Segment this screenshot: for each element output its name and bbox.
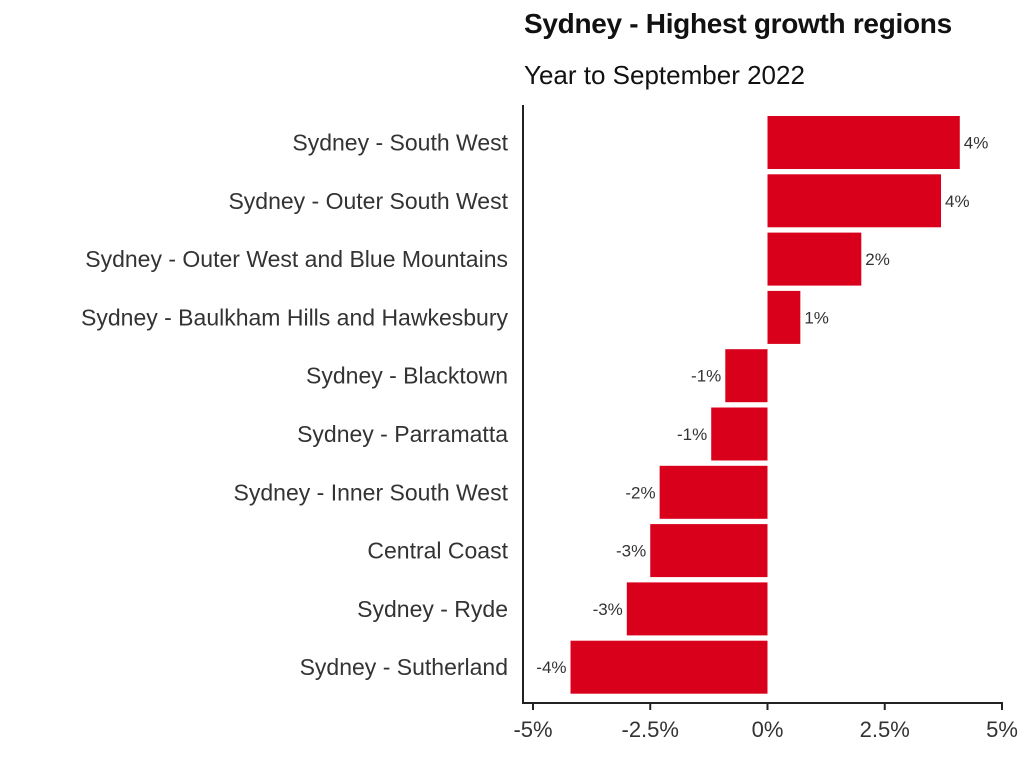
data-label: 4% — [964, 134, 989, 153]
category-label: Sydney - Parramatta — [297, 421, 508, 447]
data-label: -3% — [593, 600, 623, 619]
bar — [711, 407, 768, 461]
x-tick-label: -5% — [513, 717, 552, 742]
bar — [767, 174, 942, 228]
chart-subtitle: Year to September 2022 — [524, 60, 805, 90]
data-label: -1% — [691, 367, 721, 386]
bar — [626, 582, 768, 636]
data-label: 4% — [945, 192, 970, 211]
chart-title: Sydney - Highest growth regions — [524, 8, 952, 39]
bar — [767, 232, 862, 286]
data-label: -2% — [625, 483, 655, 502]
data-label: 2% — [865, 250, 890, 269]
category-label: Sydney - Baulkham Hills and Hawkesbury — [81, 304, 508, 330]
x-tick-label: 0% — [752, 717, 784, 742]
x-tick-label: 2.5% — [860, 717, 910, 742]
bar — [767, 116, 960, 169]
data-label: 1% — [804, 308, 829, 327]
bar — [767, 290, 801, 344]
category-label: Sydney - Inner South West — [234, 479, 509, 505]
category-label: Sydney - Outer West and Blue Mountains — [85, 246, 508, 272]
category-label: Sydney - Outer South West — [228, 188, 508, 214]
bar — [725, 349, 768, 403]
bar — [659, 465, 768, 519]
category-label: Sydney - Ryde — [357, 596, 508, 622]
labels-layer: Sydney - South West 4% Sydney - Outer Sout… — [81, 130, 988, 681]
category-label: Central Coast — [367, 538, 508, 564]
x-tick-label: -2.5% — [622, 717, 679, 742]
bar — [650, 524, 768, 578]
data-label: -4% — [536, 658, 566, 677]
category-label: Sydney - South West — [292, 130, 508, 156]
data-label: -1% — [677, 425, 707, 444]
axis-layer: -5% -2.5% 0% 2.5% 5% — [513, 105, 1018, 742]
category-label: Sydney - Blacktown — [306, 363, 508, 389]
category-label: Sydney - Sutherland — [300, 654, 508, 680]
data-label: -3% — [616, 542, 646, 561]
x-tick-label: 5% — [986, 717, 1018, 742]
bar — [570, 640, 768, 694]
bars-layer — [570, 116, 960, 694]
